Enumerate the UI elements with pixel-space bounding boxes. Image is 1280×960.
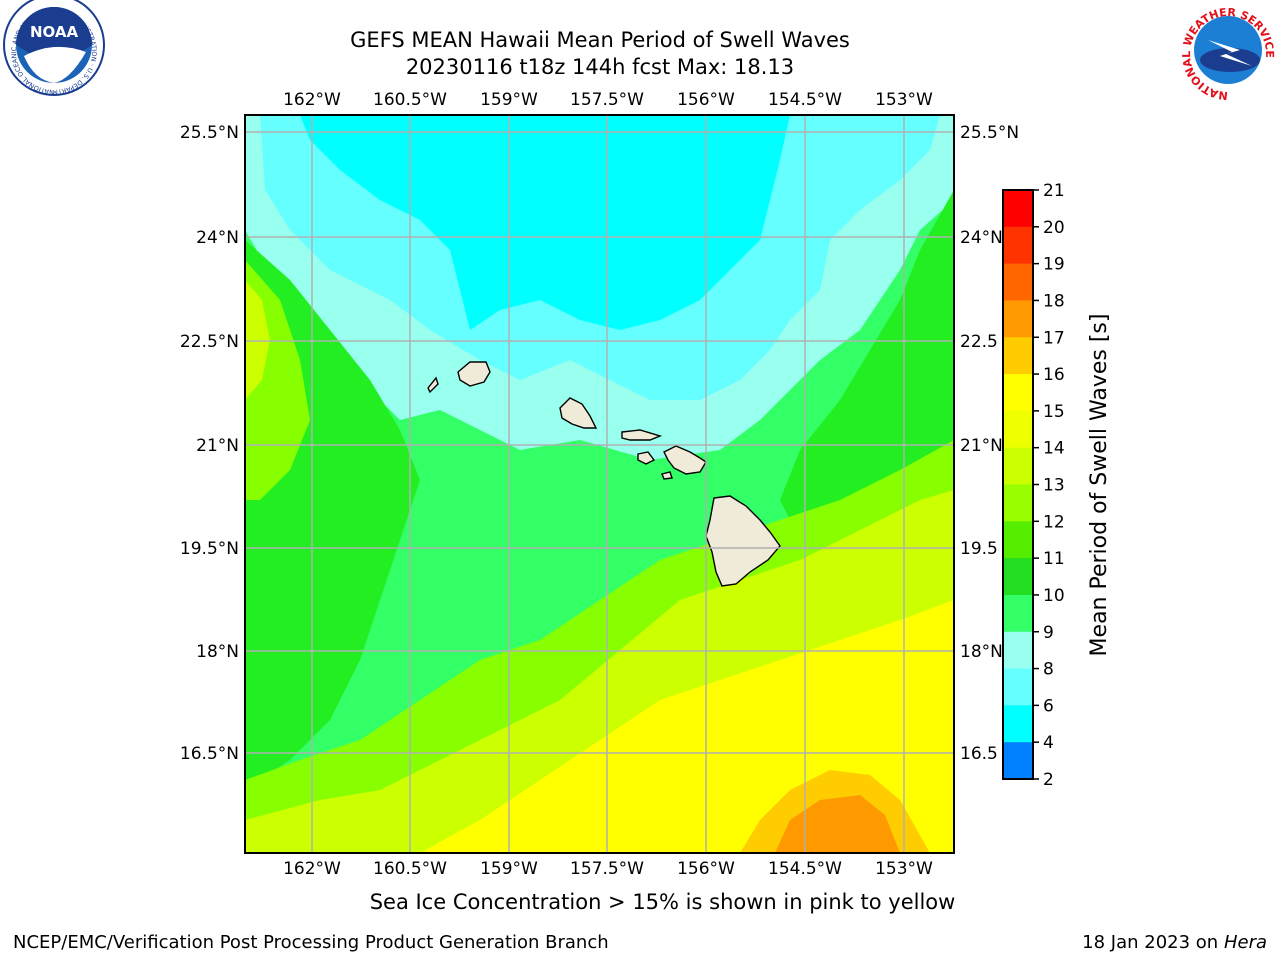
lat-labels-right: 25.5°N 24°N 22.5 21°N 19.5 18°N 16.5 <box>960 123 1019 764</box>
colorbar-segment <box>1003 410 1033 449</box>
swell-period-field <box>245 115 954 853</box>
colorbar-tick-label: 6 <box>1043 696 1054 716</box>
contour-cyan <box>300 115 790 330</box>
colorbar-tick-label: 17 <box>1043 328 1065 348</box>
lat-label-right: 21°N <box>960 436 1003 456</box>
noaa-logo: NATIONAL OCEANIC AND ATMOSPHERIC ADMINIS… <box>0 0 105 96</box>
lat-label-left: 24°N <box>196 228 239 248</box>
colorbar-tick-label: 18 <box>1043 291 1065 311</box>
colorbar-tick-label: 13 <box>1043 476 1065 496</box>
map-frame <box>244 114 955 854</box>
colorbar-tick-label: 9 <box>1043 623 1054 643</box>
colorbar-segment <box>1003 263 1033 301</box>
colorbar-tick-label: 12 <box>1043 512 1065 532</box>
lat-label-left: 16.5°N <box>180 744 239 764</box>
sea-ice-note: Sea Ice Concentration > 15% is shown in … <box>369 890 956 914</box>
lat-label-right: 24°N <box>960 228 1003 248</box>
footer-date: 18 Jan 2023 on Hera <box>1082 932 1267 953</box>
graticule <box>245 115 954 853</box>
contour-orange-south <box>775 795 900 853</box>
island-oahu <box>559 397 598 429</box>
lon-label-bottom: 153°W <box>875 859 933 879</box>
nws-logo: NATIONAL WEATHER SERVICE <box>1180 2 1276 102</box>
colorbar-segment <box>1003 190 1033 228</box>
island-molokai <box>621 429 663 441</box>
colorbar-tick-label: 4 <box>1043 733 1054 753</box>
islands <box>427 361 781 587</box>
colorbar-segment <box>1003 300 1033 338</box>
island-kauai <box>457 361 491 387</box>
lat-label-right: 19.5 <box>960 539 998 559</box>
lat-label-right: 16.5 <box>960 744 998 764</box>
colorbar-segment <box>1003 226 1033 265</box>
island-lanai <box>637 451 656 465</box>
colorbar-segment <box>1003 521 1033 559</box>
lon-label-bottom: 160.5°W <box>373 859 447 879</box>
lon-labels-top: 162°W 160.5°W 159°W 157.5°W 156°W 154.5°… <box>283 90 933 110</box>
lat-label-left: 19.5°N <box>180 539 239 559</box>
lon-label-bottom: 162°W <box>283 859 341 879</box>
noaa-text: NOAA <box>30 23 79 41</box>
island-maui <box>663 445 707 475</box>
lon-labels-bottom: 162°W 160.5°W 159°W 157.5°W 156°W 154.5°… <box>283 859 933 879</box>
colorbar-segment <box>1003 594 1033 633</box>
colorbar-segment <box>1003 484 1033 522</box>
lon-label-top: 162°W <box>283 90 341 110</box>
lat-label-right: 25.5°N <box>960 123 1019 143</box>
colorbar-tick-label: 19 <box>1043 255 1065 275</box>
lon-label-top: 157.5°W <box>570 90 644 110</box>
colorbar-segment <box>1003 631 1033 670</box>
colorbar: 21 20 19 18 17 16 15 14 13 12 11 10 9 8 6 4 2 <box>1002 181 1065 790</box>
colorbar-segment <box>1003 668 1033 706</box>
contour-yellow-green-west <box>245 280 270 400</box>
island-niihau <box>427 376 439 394</box>
lat-label-left: 25.5°N <box>180 123 239 143</box>
lon-label-top: 159°W <box>480 90 538 110</box>
colorbar-segment <box>1003 705 1033 743</box>
lat-label-left: 18°N <box>196 642 239 662</box>
lon-label-bottom: 157.5°W <box>570 859 644 879</box>
colorbar-tick-label: 10 <box>1043 586 1065 606</box>
lat-label-right: 18°N <box>960 642 1003 662</box>
map-subtitle: 20230116 t18z 144h fcst Max: 18.13 <box>405 55 795 79</box>
colorbar-segment <box>1003 337 1033 375</box>
footer-credit: NCEP/EMC/Verification Post Processing Pr… <box>13 932 609 953</box>
colorbar-tick-label: 8 <box>1043 660 1054 680</box>
lat-label-left: 22.5°N <box>180 332 239 352</box>
lon-label-bottom: 159°W <box>480 859 538 879</box>
lon-label-bottom: 156°W <box>677 859 735 879</box>
colorbar-segment <box>1003 374 1033 412</box>
colorbar-label: Mean Period of Swell Waves [s] <box>1087 314 1112 657</box>
island-kahoolawe <box>661 471 673 480</box>
island-hawaii <box>705 495 781 587</box>
colorbar-tick-label: 14 <box>1043 439 1065 459</box>
map-title: GEFS MEAN Hawaii Mean Period of Swell Wa… <box>350 28 850 52</box>
lat-label-left: 21°N <box>196 436 239 456</box>
footer-date-text: 18 Jan 2023 on <box>1082 932 1224 953</box>
footer-machine: Hera <box>1223 932 1267 953</box>
colorbar-segment <box>1003 447 1033 485</box>
contour-green-east <box>780 190 954 540</box>
lat-label-right: 22.5 <box>960 332 998 352</box>
colorbar-segment <box>1003 742 1033 780</box>
lon-label-top: 154.5°W <box>768 90 842 110</box>
colorbar-tick-label: 2 <box>1043 770 1054 790</box>
colorbar-tick-label: 21 <box>1043 181 1065 201</box>
lon-label-bottom: 154.5°W <box>768 859 842 879</box>
colorbar-tick-label: 11 <box>1043 549 1065 569</box>
lon-label-top: 160.5°W <box>373 90 447 110</box>
lon-label-top: 153°W <box>875 90 933 110</box>
colorbar-tick-label: 20 <box>1043 218 1065 238</box>
colorbar-tick-label: 16 <box>1043 365 1065 385</box>
lat-labels-left: 25.5°N 24°N 22.5°N 21°N 19.5°N 18°N 16.5… <box>180 123 239 764</box>
lon-label-top: 156°W <box>677 90 735 110</box>
colorbar-tick-label: 15 <box>1043 402 1065 422</box>
colorbar-segment <box>1003 558 1033 596</box>
